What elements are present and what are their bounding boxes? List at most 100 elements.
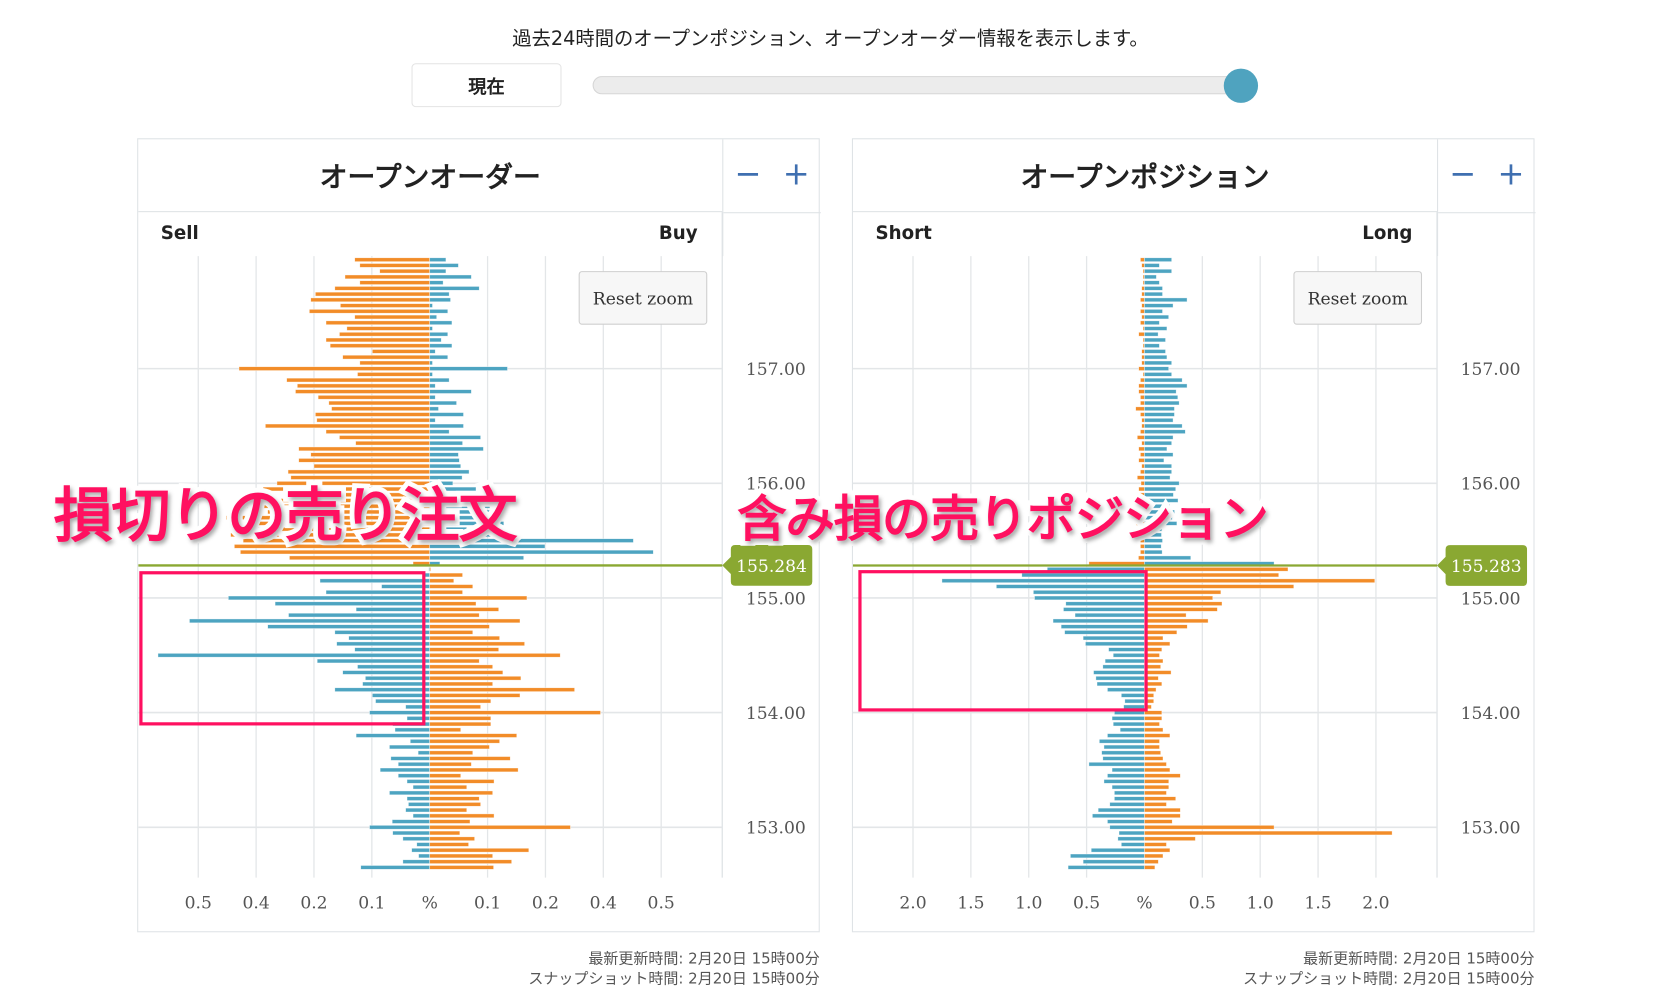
sell-bar (417, 750, 431, 755)
annotation-stop-loss-sell-orders: 損切りの売り注文 (49, 476, 523, 554)
short-bar (1140, 400, 1145, 406)
sell-bar (371, 349, 431, 354)
buy-bar (429, 337, 442, 343)
buy-bar (429, 853, 493, 859)
x-tick-label: 0.5 (1073, 894, 1100, 914)
long-bar (1144, 291, 1163, 297)
short-bar (1135, 406, 1145, 412)
long-bar (1144, 802, 1167, 807)
buy-bar (429, 291, 450, 297)
current-price-label: 155.284 (736, 557, 807, 577)
long-bar (1144, 429, 1186, 434)
buy-bar (429, 532, 514, 538)
sell-bar (406, 779, 431, 784)
buy-bar (429, 268, 447, 274)
buy-bar (429, 435, 481, 440)
buy-bar (429, 549, 654, 555)
long-bar (1144, 458, 1165, 463)
reset-zoom-button[interactable]: Reset zoom (578, 271, 708, 325)
x-tick-label: 0.2 (300, 894, 327, 914)
short-bar (1112, 721, 1145, 727)
buy-bar (429, 440, 463, 446)
long-bar (1144, 618, 1209, 624)
long-bar (1144, 263, 1160, 268)
zoom-out-button[interactable]: − (734, 155, 762, 193)
sell-bar (355, 440, 431, 446)
buy-bar (429, 825, 571, 830)
short-bar (1141, 303, 1145, 308)
sell-bar (342, 354, 431, 360)
short-bar (1140, 395, 1145, 400)
short-bar (1090, 847, 1145, 853)
short-bar (1102, 756, 1145, 761)
x-tick-label: 0.5 (1189, 894, 1216, 914)
long-bar (1144, 383, 1188, 389)
long-bar (1144, 612, 1187, 618)
now-button[interactable]: 現在 (411, 63, 562, 108)
buy-bar (429, 739, 500, 744)
sell-bar (315, 412, 431, 417)
current-price-badge (722, 545, 813, 586)
long-bar (1144, 475, 1171, 480)
long-bar (1144, 784, 1170, 790)
long-bar (1144, 733, 1171, 738)
buy-bar (429, 779, 495, 784)
long-bar (1144, 704, 1152, 710)
time-slider-thumb[interactable] (1223, 68, 1259, 103)
sell-bar (309, 309, 431, 314)
long-bar (1144, 320, 1160, 326)
long-bar (1144, 481, 1180, 486)
long-bar (1144, 395, 1179, 400)
short-bar (1141, 349, 1145, 354)
sell-bar (317, 395, 431, 400)
long-bar (1144, 744, 1160, 750)
open-orders-panel: オープンオーダー − + Sell Buy 157.00 156.00 155.00… (137, 138, 821, 933)
time-slider-track[interactable] (592, 76, 1257, 95)
long-bar (1144, 521, 1178, 526)
long-bar (1144, 813, 1181, 819)
sell-bar (397, 773, 431, 778)
short-bar (1141, 440, 1145, 446)
sell-bar (409, 739, 431, 744)
buy-bar (429, 819, 471, 824)
short-bar (1138, 331, 1145, 337)
buy-bar (429, 309, 449, 314)
x-tick-label: 1.0 (1015, 894, 1042, 914)
long-bar (1144, 486, 1177, 492)
x-tick-label: 0.2 (532, 894, 559, 914)
short-bar (1136, 435, 1145, 440)
zoom-in-button[interactable]: + (1497, 155, 1525, 193)
buy-bar (429, 641, 525, 647)
sell-bar (411, 847, 431, 853)
zoom-out-button[interactable]: − (1449, 155, 1477, 193)
y-tick-label: 153.00 (746, 819, 806, 839)
zoom-in-button[interactable]: + (782, 155, 810, 193)
buy-bar (429, 658, 480, 664)
short-bar (1103, 744, 1145, 750)
buy-bar (429, 526, 468, 532)
buy-bar (429, 286, 480, 291)
buy-bar (429, 257, 447, 262)
long-bar (1144, 721, 1160, 727)
buy-bar (429, 417, 436, 423)
buy-bar (429, 343, 453, 348)
long-bar (1144, 836, 1196, 841)
short-bar (1107, 819, 1145, 824)
current-price-badge (1437, 545, 1528, 586)
buy-bar (429, 589, 463, 595)
buy-bar (429, 521, 505, 526)
reset-zoom-button[interactable]: Reset zoom (1293, 271, 1423, 325)
x-tick-label: 0.4 (242, 894, 269, 914)
sell-bar (315, 291, 431, 297)
long-bar (1144, 796, 1177, 801)
short-bar (1141, 314, 1145, 320)
x-tick-label: 1.5 (957, 894, 984, 914)
long-bar (1144, 572, 1280, 578)
long-bar (1144, 578, 1376, 584)
sell-bar (394, 727, 431, 733)
long-bar (1144, 693, 1155, 698)
y-tick-label: 153.00 (1461, 819, 1521, 839)
sell-bar (328, 400, 431, 406)
long-bar (1144, 647, 1163, 652)
sell-bar (389, 744, 431, 750)
